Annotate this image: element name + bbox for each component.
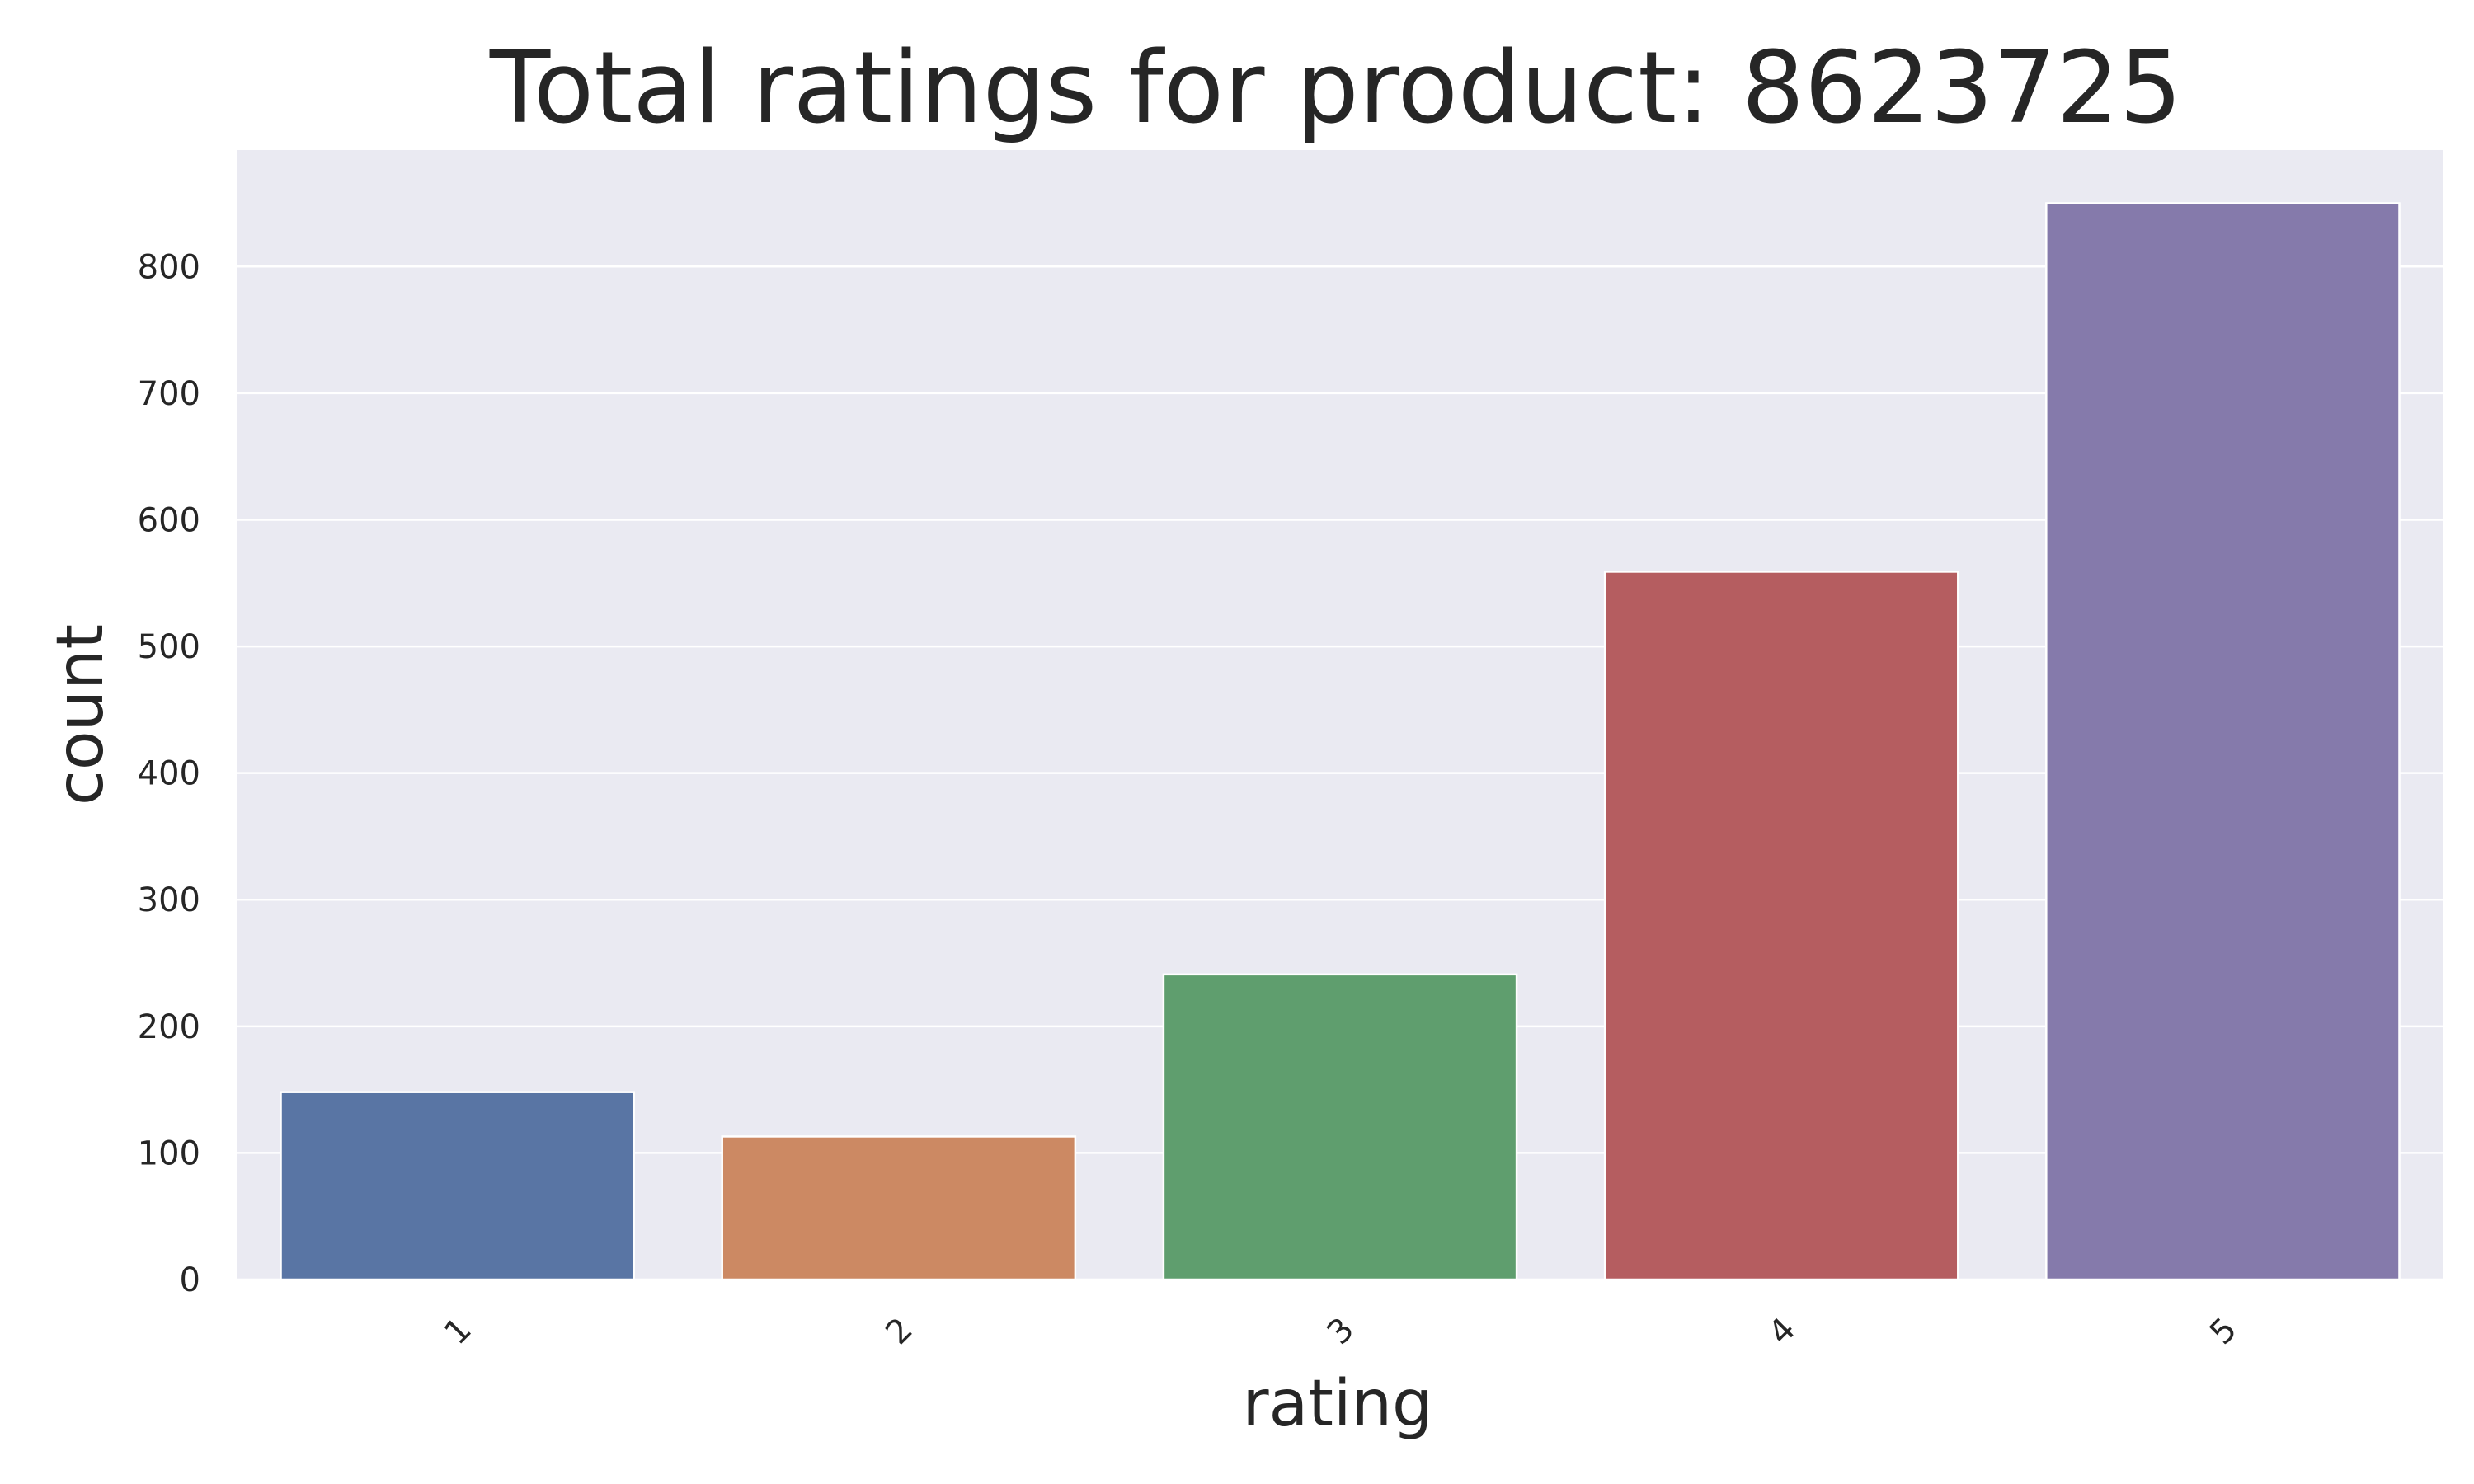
y-tick-label: 700 [138,375,200,413]
y-tick-label: 600 [138,501,200,539]
y-tick-label: 300 [138,881,200,919]
bar-rating-3 [1162,973,1518,1281]
x-tick-label: 2 [878,1311,920,1353]
x-tick-label: 1 [437,1311,479,1353]
x-tick-labels: 1 2 3 4 5 [437,1311,2244,1353]
bar-rating-5 [2045,202,2401,1281]
y-tick-label: 400 [138,755,200,793]
x-tick-label: 3 [1320,1311,1362,1353]
y-tick-label: 500 [138,628,200,666]
y-tick-label: 100 [138,1134,200,1172]
x-tick-label: 4 [1761,1311,1804,1353]
chart-title: Total ratings for product: 8623725 [489,31,2182,146]
y-tick-label: 200 [138,1008,200,1046]
bar-rating-1 [280,1091,635,1281]
y-axis-label: count [44,624,118,805]
bar-rating-2 [721,1135,1077,1281]
y-tick-label: 0 [180,1261,200,1299]
bar-rating-4 [1603,571,1959,1281]
bars [280,202,2401,1281]
x-tick-label: 5 [2203,1311,2245,1353]
y-tick-labels: 0 100 200 300 400 500 600 700 800 [138,248,200,1299]
x-axis-label: rating [1242,1367,1432,1441]
y-tick-label: 800 [138,248,200,286]
